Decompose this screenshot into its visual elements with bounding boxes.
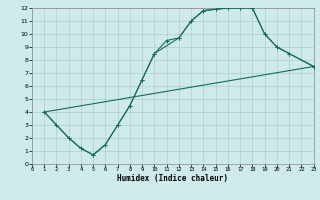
X-axis label: Humidex (Indice chaleur): Humidex (Indice chaleur) [117, 174, 228, 183]
